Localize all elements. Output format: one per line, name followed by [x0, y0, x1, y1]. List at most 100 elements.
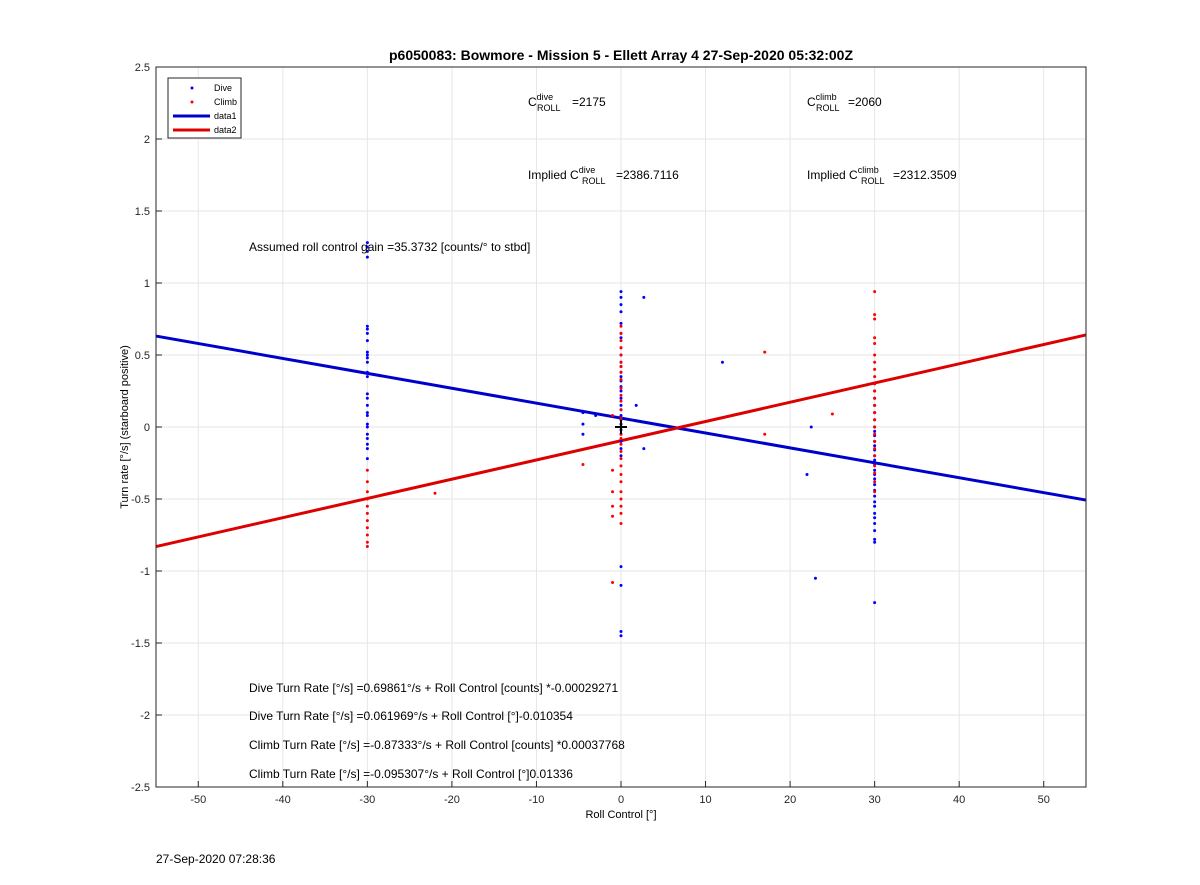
x-tick-label: 50	[1038, 794, 1050, 806]
x-tick-label: -40	[275, 794, 291, 806]
climb-point	[873, 290, 877, 294]
climb-point	[611, 504, 615, 508]
dive-point	[642, 447, 646, 451]
dive-point	[619, 389, 623, 393]
climb-point	[873, 403, 877, 407]
climb-point	[830, 412, 834, 416]
footer-timestamp: 27-Sep-2020 07:28:36	[156, 852, 276, 866]
dive-point	[365, 331, 369, 335]
climb-point	[619, 473, 623, 477]
dive-point	[365, 396, 369, 400]
legend-climb-label: Climb	[214, 97, 237, 107]
dive-point	[873, 537, 877, 541]
dive-point	[365, 432, 369, 436]
climb-point	[619, 393, 623, 397]
x-tick-label: -30	[359, 794, 375, 806]
climb-point	[365, 497, 369, 501]
climb-point	[873, 439, 877, 443]
climb-point	[619, 386, 623, 390]
climb-point	[873, 313, 877, 317]
climb-point	[619, 457, 623, 461]
y-tick-label: 0	[144, 422, 150, 434]
annotation-c-dive: Cdive ROLL =2175	[528, 92, 606, 113]
dive-point	[619, 439, 623, 443]
climb-point	[619, 346, 623, 350]
dive-point	[365, 324, 369, 328]
climb-point	[619, 353, 623, 357]
climb-point	[611, 514, 615, 518]
y-tick-label: 1.5	[135, 206, 150, 218]
dive-point	[581, 411, 585, 415]
dive-point	[365, 241, 369, 245]
annotation-eq-dive-counts: Dive Turn Rate [°/s] =0.69861°/s + Roll …	[249, 681, 618, 695]
annotation-eq-dive-degrees: Dive Turn Rate [°/s] =0.061969°/s + Roll…	[249, 709, 573, 723]
climb-point	[611, 581, 615, 585]
annotation-eq-climb-degrees: Climb Turn Rate [°/s] =-0.095307°/s + Ro…	[249, 767, 573, 781]
y-tick-label: -2	[140, 710, 150, 722]
dive-point	[581, 422, 585, 426]
x-tick-label: 20	[784, 794, 796, 806]
climb-point	[619, 449, 623, 453]
legend-climb-marker	[190, 100, 194, 104]
dive-point	[619, 413, 623, 417]
dive-point	[805, 473, 809, 477]
legend-box	[167, 77, 242, 139]
x-tick-label: 40	[953, 794, 965, 806]
dive-point	[365, 353, 369, 357]
climb-point	[873, 382, 877, 386]
climb-point	[873, 471, 877, 475]
plot-frame	[155, 66, 1087, 788]
dive-point	[873, 521, 877, 525]
legend: Dive Climb data1 data2	[167, 77, 242, 139]
climb-point	[433, 491, 437, 495]
dive-point	[365, 356, 369, 360]
climb-point	[873, 411, 877, 415]
dive-point	[813, 576, 817, 580]
dive-point	[365, 370, 369, 374]
climb-point	[763, 350, 767, 354]
dive-point	[619, 321, 623, 325]
dive-point	[619, 634, 623, 638]
legend-dive-marker	[190, 86, 194, 90]
climb-point	[873, 425, 877, 429]
dive-point	[873, 529, 877, 533]
dive-point	[365, 245, 369, 249]
dive-point	[365, 392, 369, 396]
dive-point	[720, 360, 724, 364]
climb-point	[873, 389, 877, 393]
dive-point	[594, 413, 598, 417]
climb-point	[611, 468, 615, 472]
x-tick-label: 0	[618, 794, 624, 806]
dive-point	[634, 403, 638, 407]
dive-point	[619, 290, 623, 294]
climb-point	[619, 511, 623, 515]
y-tick-label: -1	[140, 566, 150, 578]
dive-point	[642, 295, 646, 299]
x-tick-label: -50	[190, 794, 206, 806]
dive-point	[873, 504, 877, 508]
dive-point	[873, 444, 877, 448]
climb-point	[873, 432, 877, 436]
dive-point	[873, 500, 877, 504]
dive-point	[365, 350, 369, 354]
dive-point	[619, 396, 623, 400]
origin-marker	[615, 420, 627, 434]
dive-point	[619, 447, 623, 451]
dive-point	[365, 437, 369, 441]
dive-point	[365, 339, 369, 343]
climb-point	[619, 331, 623, 335]
dive-point	[619, 583, 623, 587]
climb-point	[365, 511, 369, 515]
dive-point	[365, 457, 369, 461]
climb-point	[619, 504, 623, 508]
dive-point	[619, 336, 623, 340]
chart-title: p6050083: Bowmore - Mission 5 - Ellett A…	[389, 47, 853, 63]
annotation-gain: Assumed roll control gain =35.3732 [coun…	[249, 240, 530, 254]
climb-point	[873, 367, 877, 371]
y-tick-labels: -2.5 -2 -1.5 -1 -0.5 0 0.5 1 1.5 2 2.5	[131, 62, 150, 794]
climb-point	[873, 353, 877, 357]
dive-point	[365, 403, 369, 407]
dive-point	[873, 540, 877, 544]
climb-point	[619, 464, 623, 468]
